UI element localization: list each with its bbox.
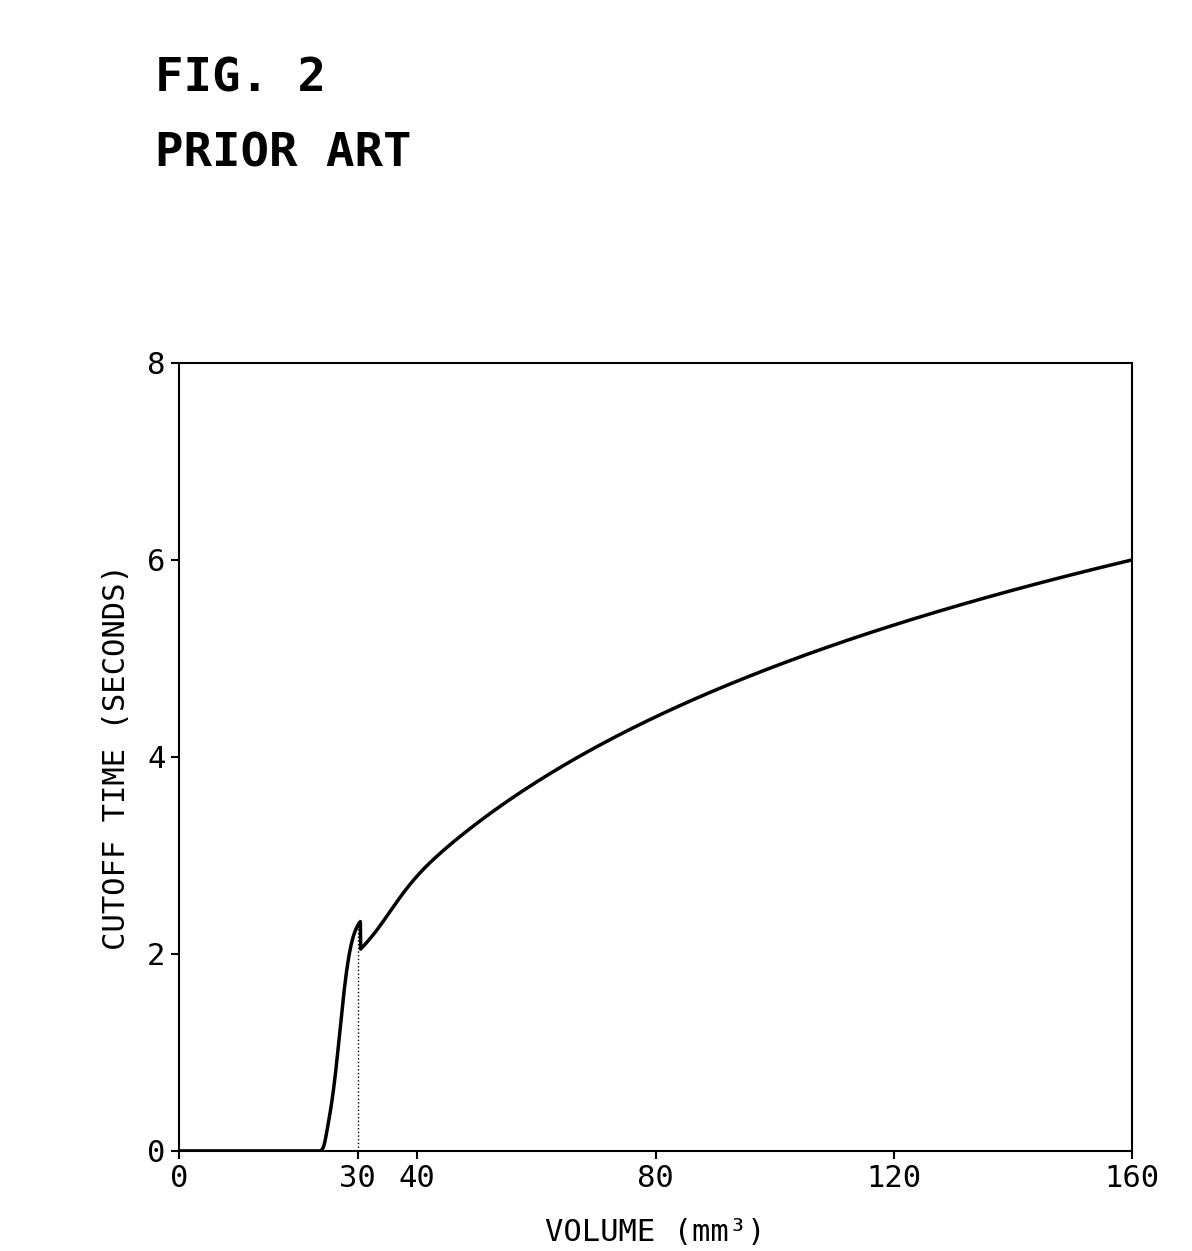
Text: FIG. 2: FIG. 2 bbox=[155, 56, 325, 101]
Text: PRIOR ART: PRIOR ART bbox=[155, 131, 411, 176]
X-axis label: VOLUME (mm³): VOLUME (mm³) bbox=[546, 1218, 765, 1247]
Y-axis label: CUTOFF TIME (SECONDS): CUTOFF TIME (SECONDS) bbox=[101, 564, 131, 950]
